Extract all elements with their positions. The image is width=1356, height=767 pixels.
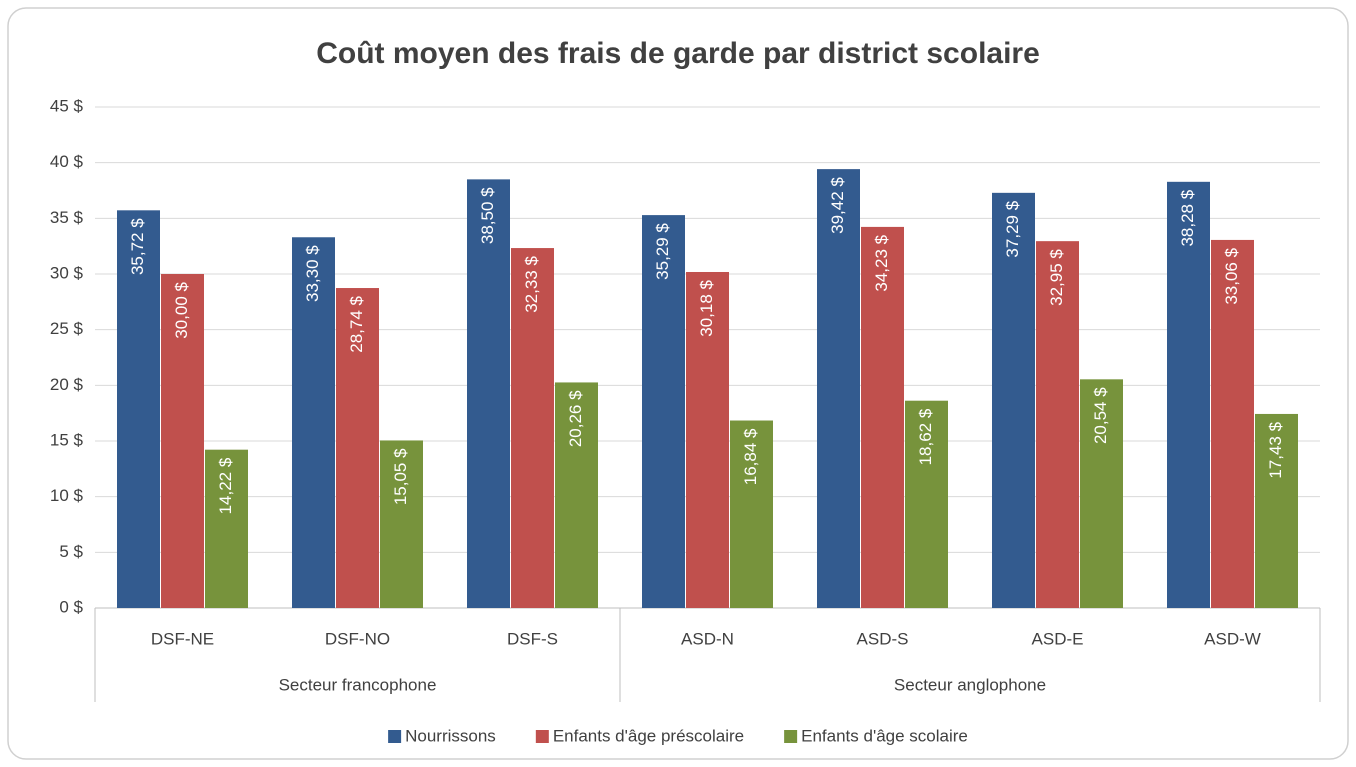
value-label: 38,50 $ xyxy=(478,187,497,244)
value-label: 38,28 $ xyxy=(1178,189,1197,246)
bar xyxy=(511,248,554,608)
group-label: Secteur francophone xyxy=(279,675,437,694)
x-tick-label: DSF-NO xyxy=(325,629,390,648)
x-tick-label: ASD-S xyxy=(857,629,909,648)
value-label: 30,00 $ xyxy=(172,281,191,338)
x-tick-label: ASD-E xyxy=(1032,629,1084,648)
legend-label: Enfants d'âge préscolaire xyxy=(553,726,744,745)
value-label: 33,30 $ xyxy=(303,245,322,302)
y-tick-label: 20 $ xyxy=(50,375,84,394)
value-label: 28,74 $ xyxy=(347,295,366,352)
bar xyxy=(861,226,904,608)
legend-swatch xyxy=(388,730,402,743)
y-tick-label: 30 $ xyxy=(50,263,84,282)
x-tick-label: DSF-NE xyxy=(151,629,214,648)
value-label: 15,05 $ xyxy=(391,448,410,505)
y-tick-label: 10 $ xyxy=(50,486,84,505)
y-tick-label: 15 $ xyxy=(50,430,84,449)
y-tick-label: 35 $ xyxy=(50,208,84,227)
bar xyxy=(642,215,685,608)
legend-label: Nourrissons xyxy=(405,726,496,745)
value-label: 20,54 $ xyxy=(1091,387,1110,444)
legend-swatch xyxy=(784,730,798,743)
y-tick-label: 45 $ xyxy=(50,96,84,115)
group-label: Secteur anglophone xyxy=(894,675,1046,694)
value-label: 33,06 $ xyxy=(1222,247,1241,304)
bar xyxy=(336,288,379,608)
value-label: 20,26 $ xyxy=(566,390,585,447)
value-label: 39,42 $ xyxy=(828,177,847,234)
x-tick-label: DSF-S xyxy=(507,629,558,648)
bar xyxy=(730,420,773,608)
value-label: 30,18 $ xyxy=(697,279,716,336)
value-label: 34,23 $ xyxy=(872,234,891,291)
bar xyxy=(380,440,423,608)
bar xyxy=(1036,241,1079,608)
value-label: 35,29 $ xyxy=(653,223,672,280)
value-label: 18,62 $ xyxy=(916,408,935,465)
x-tick-label: ASD-N xyxy=(681,629,734,648)
y-tick-label: 40 $ xyxy=(50,152,84,171)
legend-label: Enfants d'âge scolaire xyxy=(801,726,968,745)
value-label: 14,22 $ xyxy=(216,457,235,514)
legend-swatch xyxy=(535,730,549,743)
value-label: 32,33 $ xyxy=(522,256,541,313)
value-label: 16,84 $ xyxy=(741,428,760,485)
x-tick-label: ASD-W xyxy=(1204,629,1261,648)
bar xyxy=(467,179,510,608)
bar xyxy=(555,382,598,608)
bar xyxy=(1255,413,1298,608)
y-tick-label: 0 $ xyxy=(59,597,83,616)
bar xyxy=(205,449,248,608)
chart-title: Coût moyen des frais de garde par distri… xyxy=(316,37,1040,70)
bar xyxy=(992,192,1035,608)
bar xyxy=(686,271,729,608)
y-tick-label: 25 $ xyxy=(50,319,84,338)
bar xyxy=(1080,379,1123,608)
y-tick-label: 5 $ xyxy=(59,542,83,561)
bar xyxy=(817,169,860,608)
bar xyxy=(161,274,204,608)
bar xyxy=(1167,181,1210,609)
value-label: 35,72 $ xyxy=(128,218,147,275)
bar xyxy=(292,237,335,608)
value-label: 17,43 $ xyxy=(1266,421,1285,478)
value-label: 37,29 $ xyxy=(1003,200,1022,257)
bar xyxy=(905,400,948,608)
bar xyxy=(1211,239,1254,608)
bar xyxy=(117,210,160,609)
value-label: 32,95 $ xyxy=(1047,249,1066,306)
